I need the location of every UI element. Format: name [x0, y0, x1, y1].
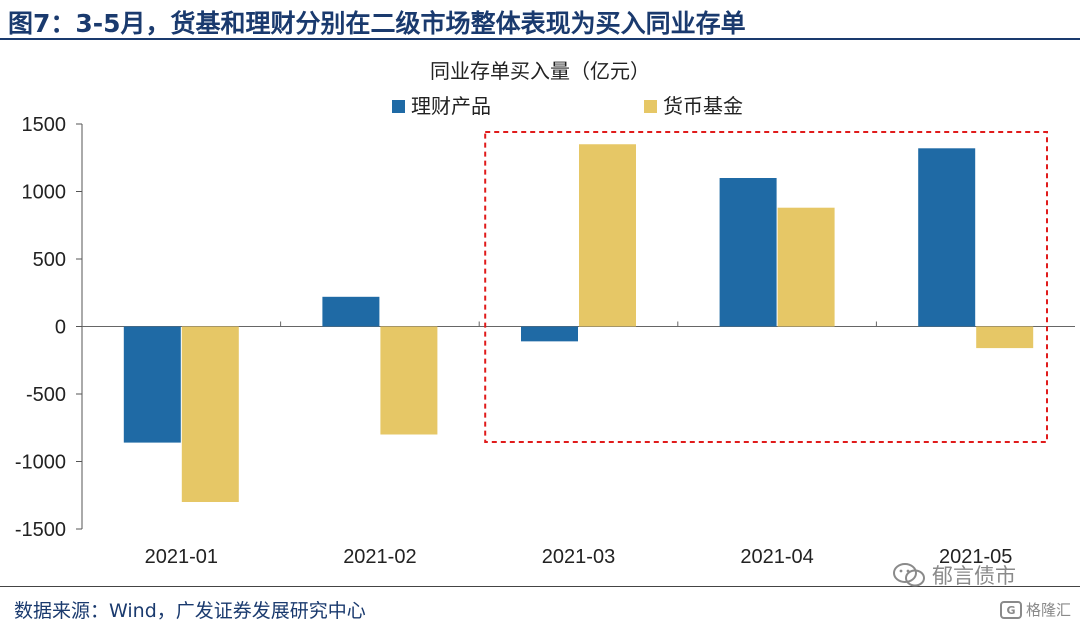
- legend-swatch: [392, 100, 405, 113]
- figure-title: 图7：3-5月，货基和理财分别在二级市场整体表现为买入同业存单: [8, 9, 746, 38]
- watermark-text: 郁言债市: [932, 564, 1016, 588]
- y-tick-label: 1500: [22, 114, 67, 136]
- svg-text:G: G: [1006, 604, 1015, 617]
- bar: [719, 178, 777, 327]
- bar: [322, 296, 380, 327]
- legend-label: 货币基金: [663, 94, 743, 118]
- x-tick-label: 2021-01: [145, 546, 218, 568]
- bar: [181, 326, 239, 502]
- bar: [777, 207, 835, 327]
- chart-title: 同业存单买入量（亿元）: [430, 59, 650, 83]
- x-tick-label: 2021-04: [740, 546, 813, 568]
- watermark: 郁言债市: [892, 560, 1016, 590]
- x-tick-label: 2021-02: [343, 546, 416, 568]
- bar: [976, 326, 1034, 349]
- highlight-box: [484, 131, 1048, 443]
- y-tick-label: -1000: [15, 452, 66, 474]
- y-tick-label: 0: [55, 317, 66, 339]
- bar: [918, 148, 976, 327]
- x-tick-label: 2021-05: [939, 546, 1012, 568]
- y-tick-label: -1500: [15, 519, 66, 541]
- watermark-logo: G 格隆汇: [1000, 599, 1071, 620]
- bar: [380, 326, 438, 435]
- logo-icon: G: [1000, 600, 1022, 619]
- footer-rule: [0, 586, 1080, 587]
- bar: [521, 326, 578, 342]
- y-tick-label: 500: [33, 249, 66, 271]
- legend-label: 理财产品: [411, 94, 491, 118]
- y-tick-label: -500: [26, 384, 66, 406]
- bar: [123, 326, 181, 443]
- source-note: 数据来源：Wind，广发证券发展研究中心: [14, 600, 366, 622]
- legend-swatch: [644, 100, 657, 113]
- bar: [579, 144, 636, 327]
- chart: 同业存单买入量（亿元） 理财产品 货币基金 1500 1000 500 0 -500 -1000…: [15, 59, 1075, 568]
- y-tick-label: 1000: [22, 182, 67, 204]
- wechat-icon: [893, 563, 925, 587]
- title-rule: [0, 38, 1080, 40]
- watermark-logo-text: 格隆汇: [1026, 601, 1072, 619]
- x-tick-label: 2021-03: [542, 546, 615, 568]
